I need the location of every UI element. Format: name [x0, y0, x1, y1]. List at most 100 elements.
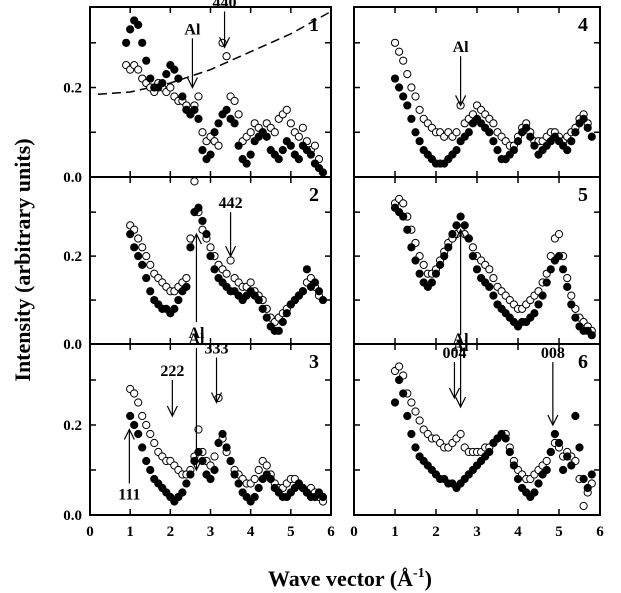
- data-point-filled: [142, 456, 151, 466]
- data-point-open: [194, 92, 203, 101]
- data-point-open: [250, 474, 259, 484]
- data-point-filled: [468, 252, 477, 261]
- data-point-filled: [403, 411, 412, 421]
- data-point-filled: [206, 252, 215, 261]
- data-point-filled: [395, 83, 404, 92]
- data-point-filled: [395, 375, 404, 385]
- data-point-filled: [567, 137, 576, 146]
- data-point-filled: [399, 212, 408, 221]
- data-point-filled: [126, 230, 135, 239]
- annotation-label: Al: [188, 325, 205, 342]
- data-point-filled: [206, 150, 215, 159]
- data-point-open: [146, 260, 155, 269]
- data-point-filled: [567, 300, 576, 309]
- data-point-open: [214, 141, 223, 150]
- data-point-filled: [407, 429, 416, 439]
- x-tick-label: 4: [514, 524, 522, 540]
- annotation-label: 111: [118, 487, 140, 504]
- data-point-open: [138, 243, 147, 252]
- data-point-filled: [278, 317, 287, 327]
- data-point-filled: [530, 488, 539, 497]
- data-point-filled: [178, 92, 187, 101]
- data-point-open: [403, 70, 412, 79]
- panel-1: 1 Al 440: [89, 0, 332, 178]
- x-tick-label: 5: [287, 524, 295, 540]
- data-point-open: [563, 273, 572, 283]
- data-point-filled: [142, 56, 151, 65]
- data-point-filled: [310, 278, 320, 287]
- data-point-open: [130, 389, 139, 398]
- ticks-layer: 0.00.20.00.20.00.20 1 2 3 4 5 6 0 1 2 3 4 5 6: [63, 81, 604, 540]
- data-point-filled: [452, 221, 461, 230]
- data-point-filled: [186, 243, 195, 252]
- data-point-filled: [390, 398, 400, 407]
- x-tick-label: 1: [126, 524, 134, 540]
- x-axis-title: Wave vector (Å-1): [268, 566, 432, 591]
- data-point-filled: [206, 474, 215, 484]
- data-point-filled: [170, 65, 179, 74]
- annotation-label: Al: [453, 39, 470, 56]
- dashed-curve: [97, 10, 332, 95]
- data-point-filled: [563, 282, 572, 291]
- panel-4: 4 Al: [353, 6, 601, 178]
- data-point-open: [246, 128, 255, 137]
- data-point-open: [395, 47, 404, 56]
- data-point-open: [146, 429, 155, 439]
- data-point-filled: [254, 483, 263, 493]
- annotation-label: 442: [219, 195, 243, 212]
- data-point-open: [485, 265, 494, 274]
- annotation-arrowhead: [190, 232, 202, 245]
- data-point-open: [399, 56, 408, 65]
- annotation-label: 440: [213, 0, 237, 11]
- data-point-filled: [194, 114, 203, 123]
- data-point-filled: [526, 132, 535, 141]
- data-point-filled: [198, 216, 207, 226]
- data-point-filled: [509, 461, 519, 470]
- data-point-open: [294, 132, 303, 141]
- data-point-filled: [567, 461, 576, 470]
- data-point-open: [452, 128, 461, 137]
- annotation-label: Al: [188, 331, 205, 348]
- data-point-filled: [571, 411, 580, 421]
- data-point-filled: [522, 123, 531, 132]
- data-point-open: [150, 438, 159, 448]
- data-point-filled: [210, 128, 219, 137]
- data-point-filled: [254, 295, 263, 305]
- data-point-filled: [501, 434, 510, 443]
- data-point-open: [399, 199, 408, 208]
- data-point-filled: [407, 243, 416, 252]
- annotation-arrowhead: [455, 228, 467, 241]
- data-point-filled: [234, 479, 243, 488]
- data-point-filled: [513, 137, 523, 146]
- panel-number: 1: [309, 14, 319, 36]
- data-point-filled: [126, 25, 135, 34]
- data-point-open: [190, 177, 199, 186]
- panel-frame: [89, 176, 332, 345]
- data-point-open: [310, 141, 320, 150]
- y-tick-label: 0.2: [63, 249, 82, 265]
- data-point-filled: [174, 295, 183, 305]
- data-point-filled: [134, 20, 143, 29]
- data-point-filled: [318, 168, 328, 177]
- data-point-filled: [250, 492, 259, 502]
- data-point-filled: [493, 146, 502, 155]
- data-point-filled: [282, 309, 291, 318]
- data-point-filled: [178, 488, 187, 497]
- data-point-open: [411, 407, 420, 416]
- data-point-open: [210, 452, 219, 461]
- annotation-label: 333: [205, 341, 229, 358]
- data-point-open: [567, 291, 576, 300]
- data-point-filled: [489, 137, 498, 146]
- data-point-filled: [146, 465, 155, 475]
- data-point-filled: [407, 114, 416, 123]
- x-tick-label: 1: [391, 524, 399, 540]
- data-point-filled: [452, 146, 461, 155]
- data-point-filled: [210, 465, 219, 475]
- panel-frame: [353, 176, 601, 345]
- data-point-filled: [298, 287, 307, 296]
- data-point-open: [134, 65, 143, 74]
- data-point-open: [234, 110, 243, 119]
- x-tick-label: 6: [596, 524, 604, 540]
